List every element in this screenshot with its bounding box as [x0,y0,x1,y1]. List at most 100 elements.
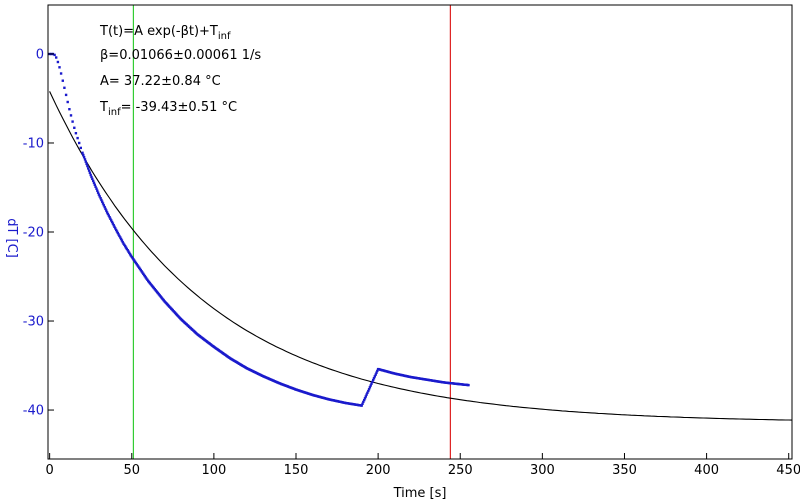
y-tick-label: 0 [36,47,44,62]
x-tick-label: 250 [448,463,473,478]
data-point [105,211,109,214]
data-point [129,254,133,257]
data-point [128,253,132,256]
annotation-model-prefix: T(t)=A exp(-βt)+T [99,24,218,39]
data-point [369,384,372,387]
y-tick-label: -20 [23,226,44,241]
data-point [91,177,94,181]
data-point [131,256,134,260]
data-point [123,243,126,247]
data-point [124,246,128,249]
annotation-model-sub: inf [218,31,231,42]
annotation-tinf-suffix: = -39.43±0.51 °C [121,100,237,115]
data-point [111,222,115,225]
data-point [110,219,113,222]
fit-layer [49,91,793,421]
data-point [376,369,379,373]
data-point [367,388,371,391]
data-point [86,164,89,168]
data-point [116,231,119,235]
data-point [103,205,106,209]
data-point [92,179,95,183]
annotation-amplitude: A= 37.22±0.84 °C [100,74,221,89]
data-point [68,108,71,111]
data-point [64,93,68,97]
data-point [360,404,363,407]
data-point [124,245,127,248]
data-point [61,79,64,82]
data-point [121,240,124,244]
x-tick-label: 400 [694,463,719,478]
data-point [106,212,110,216]
data-point [84,160,87,163]
data-point [98,195,101,198]
data-point [372,377,376,380]
data-point [119,236,122,239]
data-point [82,156,86,159]
data-point [126,249,129,252]
data-point [371,380,374,384]
data-point [90,175,93,179]
y-tick-label: -40 [23,404,44,419]
annotation-tinf-prefix: T [99,100,108,115]
data-point [362,400,365,404]
x-tick-label: 100 [201,463,226,478]
data-point [82,153,85,157]
data-point [81,151,84,154]
annotation-beta: β=0.01066±0.00061 1/s [100,48,261,63]
data-point [122,242,125,245]
data-point [107,214,110,217]
x-tick-label: 300 [530,463,555,478]
data-point [78,141,81,145]
x-axis-label: Time [s] [393,486,447,501]
data-point [66,100,69,104]
x-tick-label: 450 [776,463,800,478]
data-point [92,181,96,185]
x-tick-label: 350 [612,463,637,478]
data-point [145,277,148,280]
data-point [375,371,378,374]
data-point [372,378,375,382]
fit-curve [49,91,793,421]
data-point [102,204,105,207]
data-point [79,146,82,150]
x-tick-label: 200 [366,463,391,478]
data-point [115,230,119,233]
data-point [114,227,117,230]
data-point [100,198,103,202]
data-point [59,72,63,75]
x-tick-label: 50 [123,463,140,478]
data-point [368,386,372,389]
data-point [101,202,105,205]
data-point [101,200,104,203]
data-point [96,189,99,192]
data-point [118,234,121,238]
data-point [366,391,369,394]
data-point [93,183,96,186]
data-point [109,217,112,220]
data-point [115,228,118,232]
data-point [94,185,97,188]
data-point [55,56,58,59]
data-point [85,162,88,166]
data-point [128,251,131,255]
data-point [53,53,56,57]
data-point [361,402,364,405]
data-point [363,397,367,400]
data-point [87,167,90,170]
data-points [48,52,470,407]
data-point [112,224,115,227]
data-point [125,247,128,251]
data-point [370,382,373,385]
data-point [367,389,370,393]
y-tick-label: -30 [23,315,44,330]
data-point [363,398,366,402]
data-point [139,268,142,272]
annotation-tinf: Tinf= -39.43±0.51 °C [99,100,237,118]
data-point [108,216,111,219]
data-point [110,220,114,224]
y-axis-label: dT [C] [4,218,19,258]
data-point [89,173,92,177]
data-point [56,60,60,64]
